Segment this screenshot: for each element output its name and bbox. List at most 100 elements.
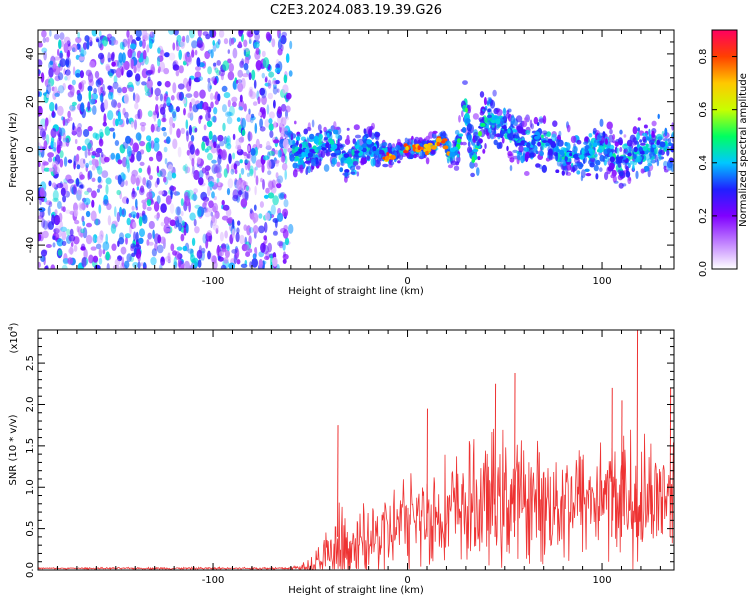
noise-blob	[285, 53, 290, 63]
ridge-blob	[545, 142, 550, 147]
signal-blob	[317, 124, 322, 132]
noise-blob	[91, 177, 96, 182]
y-tick-label: 0.5	[25, 521, 36, 537]
noise-blob	[178, 65, 184, 74]
noise-blob	[255, 159, 263, 168]
signal-blob	[614, 141, 619, 147]
noise-blob	[185, 166, 191, 174]
signal-blob	[299, 164, 304, 174]
spectrogram-xlabel: Height of straight line (km)	[288, 286, 424, 297]
noise-blob	[172, 111, 177, 119]
noise-blob	[238, 106, 243, 111]
noise-blob	[189, 212, 196, 221]
noise-blob	[206, 146, 212, 151]
signal-blob	[561, 170, 565, 176]
noise-blob	[218, 181, 221, 187]
noise-blob	[189, 101, 193, 112]
noise-blob	[226, 116, 233, 125]
noise-blob	[38, 42, 43, 48]
noise-blob	[164, 80, 171, 88]
signal-blob	[344, 172, 348, 178]
noise-blob	[39, 198, 42, 206]
noise-blob	[176, 91, 182, 101]
noise-blob	[266, 159, 272, 170]
noise-blob	[146, 44, 150, 53]
noise-blob	[221, 247, 227, 253]
signal-blob	[642, 136, 647, 143]
noise-blob	[62, 206, 66, 213]
snr-peak	[620, 400, 623, 537]
noise-blob	[38, 59, 43, 67]
noise-blob	[280, 227, 287, 234]
noise-blob	[102, 199, 109, 207]
noise-blob	[215, 164, 222, 174]
colorbar: 0.0 0.2 0.4 0.6 0.8 Normalized spectral ampl…	[698, 29, 749, 277]
signal-blob	[535, 163, 541, 168]
snr-ylabel: SNR (10 * v/v)	[8, 414, 19, 485]
noise-blob	[98, 204, 102, 214]
noise-blob	[285, 109, 288, 119]
noise-blob	[49, 60, 54, 66]
snr-peak	[426, 408, 428, 537]
noise-blob	[201, 167, 206, 174]
noise-blob	[132, 92, 136, 102]
ridge-blob	[425, 150, 429, 156]
noise-blob	[71, 79, 76, 86]
noise-blob	[222, 104, 227, 113]
signal-blob	[663, 160, 668, 168]
noise-blob	[283, 251, 286, 257]
signal-blob	[477, 156, 481, 161]
signal-blob	[523, 117, 529, 121]
signal-blob	[483, 107, 487, 111]
noise-blob	[75, 177, 80, 187]
noise-blob	[93, 88, 97, 94]
signal-blob	[635, 170, 639, 180]
noise-blob	[168, 30, 175, 35]
noise-blob	[273, 159, 280, 164]
signal-blob	[645, 137, 651, 141]
noise-blob	[189, 112, 194, 121]
noise-blob	[225, 243, 230, 250]
ridge-blob	[534, 135, 540, 140]
ridge-blob	[405, 146, 409, 151]
noise-blob	[112, 131, 116, 139]
noise-blob	[196, 103, 203, 110]
noise-blob	[204, 209, 211, 218]
signal-blob	[486, 100, 490, 105]
noise-blob	[138, 167, 143, 173]
signal-blob	[370, 158, 376, 167]
noise-blob	[282, 84, 289, 94]
noise-blob	[136, 95, 141, 103]
signal-blob	[496, 142, 501, 150]
noise-blob	[231, 96, 238, 103]
noise-blob	[76, 146, 82, 151]
noise-blob	[251, 258, 258, 268]
ridge-blob	[441, 140, 446, 144]
noise-blob	[180, 127, 185, 135]
noise-blob	[207, 81, 212, 93]
noise-blob	[142, 202, 147, 210]
noise-blob	[251, 153, 257, 164]
ridge-blob	[417, 145, 421, 151]
noise-blob	[92, 255, 99, 263]
noise-blob	[239, 60, 244, 68]
ridge-blob	[656, 139, 661, 145]
noise-blob	[154, 242, 158, 251]
noise-blob	[86, 40, 90, 50]
ridge-blob	[321, 143, 326, 148]
signal-blob	[579, 163, 584, 168]
noise-blob	[167, 170, 173, 181]
noise-blob	[83, 158, 86, 164]
noise-blob	[236, 227, 240, 234]
signal-blob	[500, 133, 505, 137]
noise-blob	[252, 225, 259, 235]
signal-blob	[473, 135, 481, 141]
noise-blob	[232, 133, 236, 141]
noise-blob	[47, 152, 54, 158]
noise-blob	[104, 126, 111, 136]
signal-blob	[566, 142, 571, 151]
noise-blob	[198, 177, 204, 186]
noise-blob	[253, 204, 257, 211]
noise-blob	[65, 209, 71, 214]
ridge-blob	[354, 150, 360, 154]
